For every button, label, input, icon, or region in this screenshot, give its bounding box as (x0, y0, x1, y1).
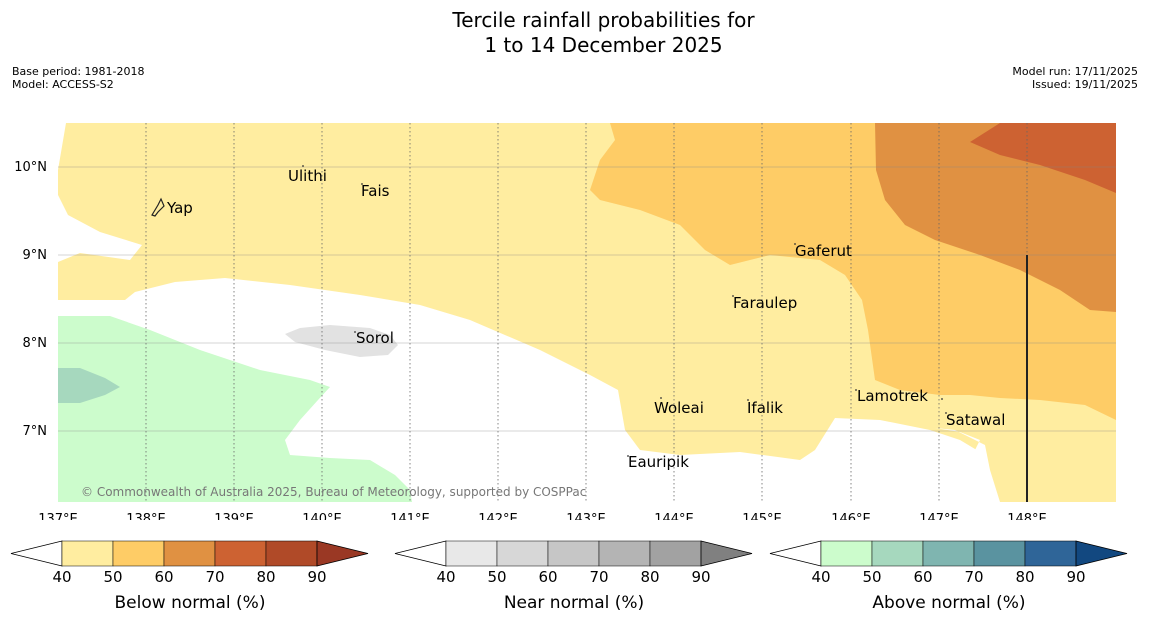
place-woleai: Woleai (654, 399, 704, 417)
place-eauripik: Eauripik (628, 453, 689, 471)
lat-label-10: 10°N (14, 160, 47, 175)
below-swatch-2 (112, 540, 165, 567)
yap-island-icon (151, 197, 165, 217)
region-below-70-80 (970, 123, 1116, 193)
above-tick-90: 90 (1066, 568, 1086, 586)
below-tick-70: 70 (205, 568, 225, 586)
above-swatch-4 (973, 540, 1026, 567)
below-tick-60: 60 (154, 568, 174, 586)
lon-label-144: 144°E (654, 512, 694, 520)
place-fais: Fais (361, 182, 390, 200)
lon-label-139: 139°E (214, 512, 254, 520)
near-swatch-3 (547, 540, 600, 567)
lon-label-142: 142°E (478, 512, 518, 520)
title-line-1: Tercile rainfall probabilities for (452, 8, 755, 32)
lon-label-141: 141°E (390, 512, 430, 520)
place-lamotrek: Lamotrek (857, 387, 928, 405)
below-tick-80: 80 (256, 568, 276, 586)
near-swatch-4 (598, 540, 651, 567)
below-swatch-1 (61, 540, 114, 567)
colorbar-near (394, 540, 753, 567)
colorbar-below-label: Below normal (%) (114, 593, 266, 613)
lon-label-140: 140°E (302, 512, 342, 520)
colorbar-above-label: Above normal (%) (872, 593, 1026, 613)
lon-label-138: 138°E (126, 512, 166, 520)
near-tick-60: 60 (538, 568, 558, 586)
lat-label-9: 9°N (23, 248, 48, 263)
lon-label-146: 146°E (831, 512, 871, 520)
above-swatch-3 (922, 540, 975, 567)
lat-gridlines (58, 166, 1116, 432)
model-text: Model: ACCESS-S2 (12, 78, 114, 91)
place-ulithi: Ulithi (288, 167, 327, 185)
title-line-2: 1 to 14 December 2025 (484, 33, 723, 57)
place-yap: Yap (166, 199, 193, 217)
region-white-gap (898, 428, 1000, 502)
near-tick-90: 90 (691, 568, 711, 586)
lon-label-145: 145°E (742, 512, 782, 520)
lat-label-8: 8°N (23, 336, 48, 351)
near-swatch-1 (445, 540, 498, 567)
model-run-text: Model run: 17/11/2025 (1012, 65, 1138, 78)
place-satawal: Satawal (946, 411, 1005, 429)
below-swatch-3 (163, 540, 216, 567)
above-tick-70: 70 (964, 568, 984, 586)
copyright-text: © Commonwealth of Australia 2025, Bureau… (81, 485, 586, 499)
lon-label-137: 137°E (38, 512, 78, 520)
near-tick-40: 40 (436, 568, 456, 586)
below-swatch-4 (214, 540, 267, 567)
below-tick-90: 90 (307, 568, 327, 586)
near-lower-arrow (394, 540, 447, 567)
map: 10°N 9°N 8°N 7°N 137°E 138°E 139°E 140°E… (14, 123, 1116, 520)
below-upper-arrow (316, 540, 369, 567)
region-above-50-60 (58, 368, 120, 403)
near-tick-70: 70 (589, 568, 609, 586)
base-period-text: Base period: 1981-2018 (12, 65, 145, 78)
above-upper-arrow (1075, 540, 1128, 567)
lon-label-143: 143°E (566, 512, 606, 520)
place-gaferut: Gaferut (795, 242, 852, 260)
colorbar-near-label: Near normal (%) (503, 593, 645, 613)
meta-left: Base period: 1981-2018 Model: ACCESS-S2 (12, 65, 144, 91)
place-sorol: Sorol (356, 329, 394, 347)
above-tick-60: 60 (913, 568, 933, 586)
near-tick-50: 50 (487, 568, 507, 586)
meta-right: Model run: 17/11/2025 Issued: 19/11/2025 (1012, 65, 1138, 91)
near-upper-arrow (700, 540, 753, 567)
above-lower-arrow (769, 540, 822, 567)
near-swatch-2 (496, 540, 549, 567)
near-swatch-5 (649, 540, 702, 567)
colorbar-below (10, 540, 369, 567)
near-tick-80: 80 (640, 568, 660, 586)
below-tick-50: 50 (103, 568, 123, 586)
issued-text: Issued: 19/11/2025 (1031, 78, 1138, 91)
above-tick-40: 40 (811, 568, 831, 586)
chart-title: Tercile rainfall probabilities for 1 to … (0, 8, 1150, 58)
lat-label-7: 7°N (23, 424, 48, 439)
above-swatch-5 (1024, 540, 1077, 567)
above-swatch-1 (820, 540, 873, 567)
island-markers (151, 165, 947, 457)
region-near-40-50 (285, 325, 398, 357)
region-above-40-50 (58, 316, 412, 502)
above-swatch-2 (871, 540, 924, 567)
below-lower-arrow (10, 540, 63, 567)
below-swatch-5 (265, 540, 318, 567)
place-faraulep: Faraulep (733, 294, 797, 312)
above-tick-50: 50 (862, 568, 882, 586)
above-tick-80: 80 (1015, 568, 1035, 586)
lon-label-148: 148°E (1007, 512, 1047, 520)
below-tick-40: 40 (52, 568, 72, 586)
colorbar-above (769, 540, 1128, 567)
place-ifalik: Ifalik (747, 399, 783, 417)
lon-label-147: 147°E (919, 512, 959, 520)
